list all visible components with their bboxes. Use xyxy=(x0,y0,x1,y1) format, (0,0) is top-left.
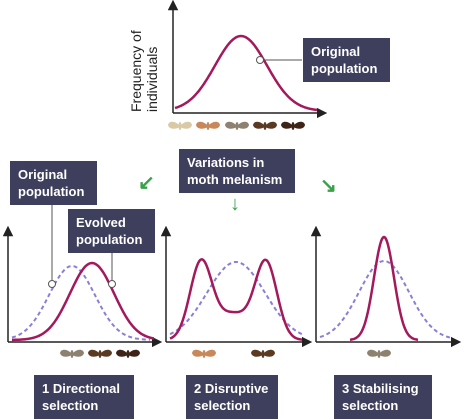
arrow-down-right-icon: ↘ xyxy=(320,175,337,197)
frequency-axis-label: Frequency of individuals xyxy=(128,30,160,112)
axis-label-line-2: individuals xyxy=(144,46,160,112)
arrow-down-icon: ↓ xyxy=(230,193,240,215)
original-population-dashed-curve xyxy=(169,261,303,336)
moth-icon xyxy=(253,121,277,130)
disruptive-selection-label: 2 Disruptive selection xyxy=(186,375,278,419)
moth-icon xyxy=(225,121,249,130)
top-moth-row xyxy=(168,121,305,130)
original-population-top-label: Original population xyxy=(303,38,390,82)
label-line: 2 Disruptive xyxy=(194,381,269,396)
label-line: population xyxy=(76,232,143,247)
pointer-dot xyxy=(256,56,264,64)
stabilising-curve xyxy=(349,235,419,341)
moth-icon xyxy=(60,349,84,358)
directional-selection-label: 1 Directional selection xyxy=(34,375,134,419)
label-line: Original xyxy=(18,167,68,182)
stabilising-selection-label: 3 Stabilising selection xyxy=(334,375,432,419)
arrow-down-left-icon: ↙ xyxy=(138,172,155,194)
axis-label-line-1: Frequency of xyxy=(128,30,144,112)
label-line: moth melanism xyxy=(187,172,283,187)
variations-label: Variations in moth melanism xyxy=(179,149,295,193)
label-line: 3 Stabilising xyxy=(342,381,419,396)
moth-icon xyxy=(88,349,112,358)
evolved-population-label: Evolved population xyxy=(68,209,155,253)
original-population-curve xyxy=(174,34,318,112)
top-graph xyxy=(167,0,328,119)
label-line: selection xyxy=(342,398,399,413)
label-line: Variations in xyxy=(187,155,265,170)
stabilising-graph xyxy=(310,225,462,358)
moth-icon xyxy=(168,121,192,130)
moth-icon xyxy=(192,349,216,358)
moth-icon xyxy=(251,349,275,358)
label-line: population xyxy=(18,184,85,199)
evolved-population-curve xyxy=(12,261,155,342)
disruptive-curve xyxy=(169,257,303,341)
label-line: selection xyxy=(42,398,99,413)
label-line: Original xyxy=(311,44,361,59)
moth-icon xyxy=(367,349,391,358)
original-pointer-dot xyxy=(48,280,56,288)
evolved-pointer-dot xyxy=(108,280,116,288)
label-line: Evolved xyxy=(76,215,126,230)
directional-graph xyxy=(2,195,163,358)
disruptive-graph xyxy=(160,225,313,358)
label-line: selection xyxy=(194,398,251,413)
moth-icon xyxy=(281,121,305,130)
label-line: 1 Directional xyxy=(42,381,121,396)
moth-icon xyxy=(196,121,220,130)
original-population-dashed-curve xyxy=(319,259,453,339)
original-population-dashed-curve xyxy=(11,264,151,341)
label-line: population xyxy=(311,61,378,76)
original-population-left-label: Original population xyxy=(10,161,97,205)
moth-icon xyxy=(116,349,140,358)
